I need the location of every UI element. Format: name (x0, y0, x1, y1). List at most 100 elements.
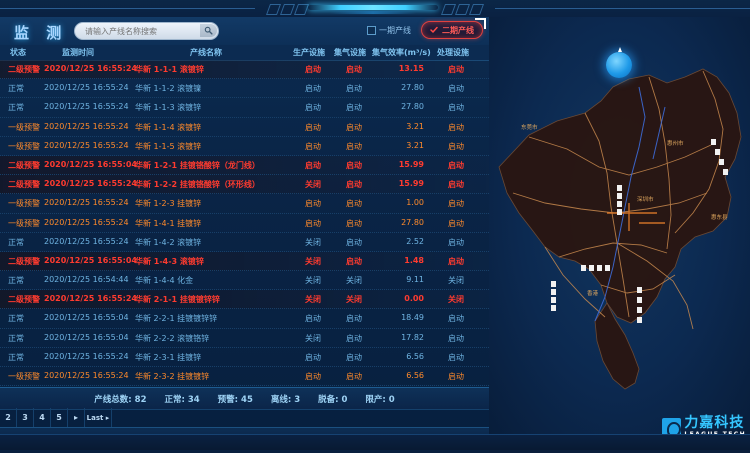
cell-state: 一级预警 (8, 218, 40, 228)
table-row[interactable]: 一级预警 2020/12/25 16:55:24 华新 2-3-2 挂镀镀锌 启动 启动… (0, 367, 489, 387)
cell-efficiency: 27.80 (401, 102, 424, 112)
cell-treatment: 启动 (448, 333, 464, 343)
corner-accent (475, 18, 486, 29)
cell-gas: 启动 (346, 160, 362, 170)
table-row[interactable]: 正常 2020/12/25 16:55:04 华新 2-2-2 滚镀铬锌 关闭 启动 17… (0, 329, 489, 348)
cell-production: 启动 (305, 122, 321, 132)
cell-time: 2020/12/25 16:55:24 (44, 179, 137, 189)
cell-treatment: 启动 (448, 352, 464, 362)
page-button[interactable]: 4 (34, 408, 51, 427)
cell-state: 正常 (8, 352, 24, 362)
cell-time: 2020/12/25 16:55:24 (44, 198, 129, 208)
table-row[interactable]: 二级预警 2020/12/25 16:55:04 华新 1-4-3 滚镀锌 关闭 启动 1… (0, 251, 489, 272)
phase-one-checkbox[interactable]: 一期产线 (367, 25, 411, 36)
table-row[interactable]: 二级预警 2020/12/25 16:55:24 华新 2-1-1 挂镀镀锌锌 关闭 关… (0, 290, 489, 310)
top-dash-6 (468, 4, 485, 15)
table-body[interactable]: 二级预警 2020/12/25 16:55:24 华新 1-1-1 滚镀锌 启动 启动 1… (0, 60, 489, 387)
cell-name: 华新 1-4-2 滚镀锌 (135, 237, 202, 247)
table-row[interactable]: 正常 2020/12/25 16:55:24 华新 1-1-3 滚镀锌 启动 启动 27.… (0, 98, 489, 118)
cell-name: 华新 1-1-4 滚镀锌 (135, 122, 202, 132)
cell-treatment: 关闭 (448, 276, 464, 286)
cell-gas: 启动 (346, 256, 362, 266)
district-box (637, 317, 642, 323)
top-line-left (0, 8, 255, 9)
cell-name: 华新 2-3-2 挂镀镀锌 (135, 372, 210, 381)
cell-production: 启动 (305, 65, 321, 74)
table-row[interactable]: 正常 2020/12/25 16:55:04 华新 2-2-1 挂镀镀锌锌 启动 启动 1… (0, 309, 489, 329)
checkbox-icon[interactable] (367, 26, 376, 35)
table-row[interactable]: 正常 2020/12/25 16:55:24 华新 2-3-1 挂镀锌 启动 启动 6.5… (0, 348, 489, 367)
search-input[interactable] (83, 24, 197, 39)
table-row[interactable]: 正常 2020/12/25 16:54:44 华新 1-4-4 化金 关闭 关闭 9.11… (0, 271, 489, 291)
district-box (637, 297, 642, 303)
cell-treatment: 启动 (448, 160, 464, 170)
region-map[interactable]: 东莞市 惠州市 深圳市 惠东县 香港 (489, 17, 750, 435)
district-box (617, 201, 622, 207)
cell-time: 2020/12/25 16:55:04 (44, 255, 137, 265)
summary-item: 正常: 34 (164, 394, 200, 405)
cell-production: 关闭 (305, 295, 321, 305)
cell-name: 华新 1-2-3 挂镀锌 (135, 199, 202, 209)
map-pin-icon (618, 47, 622, 52)
table-row[interactable]: 二级预警 2020/12/25 16:55:24 华新 1-2-2 挂镀铬酸锌（环形… (0, 175, 489, 195)
search-box[interactable] (74, 22, 219, 40)
cell-treatment: 启动 (448, 180, 464, 190)
top-dash-5 (454, 4, 471, 15)
cell-treatment: 启动 (448, 372, 464, 381)
phase-one-label: 一期产线 (379, 26, 411, 35)
cell-name: 华新 2-2-2 滚镀铬锌 (135, 333, 210, 343)
highlight-marker[interactable] (606, 52, 632, 78)
table-row[interactable]: 二级预警 2020/12/25 16:55:24 华新 1-1-1 滚镀锌 启动 启动 1… (0, 60, 489, 80)
cell-treatment: 启动 (448, 65, 464, 74)
cell-name: 华新 2-2-1 挂镀镀锌锌 (135, 314, 218, 324)
pagination[interactable]: 2 3 4 5 ▸ Last ▸ (0, 408, 489, 427)
cell-time: 2020/12/25 16:55:24 (44, 371, 129, 380)
district-box (617, 209, 622, 215)
cell-state: 一级预警 (8, 141, 40, 151)
cell-production: 启动 (305, 218, 321, 228)
page-title: 监 测 (14, 24, 68, 42)
table-row[interactable]: 正常 2020/12/25 16:55:24 华新 1-4-2 滚镀锌 关闭 启动 2.5… (0, 233, 489, 252)
map-svg (498, 68, 742, 390)
phase-two-toggle[interactable]: 二期产线 (421, 21, 483, 39)
next-page-button[interactable]: ▸ (68, 408, 85, 427)
search-icon (204, 26, 213, 35)
cell-treatment: 启动 (448, 84, 464, 94)
cell-state: 一级预警 (8, 122, 40, 132)
col-header-prod: 生产设施 (293, 48, 325, 57)
cell-time: 2020/12/25 16:55:24 (44, 140, 129, 150)
cell-state: 二级预警 (8, 180, 40, 190)
district-box (551, 305, 556, 311)
table-row[interactable]: 正常 2020/12/25 16:55:24 华新 1-1-2 滚镀镍 启动 启动 27.… (0, 79, 489, 99)
panel-header: 监 测 一期产线 (0, 17, 489, 46)
cell-production: 启动 (305, 314, 321, 324)
cell-state: 二级预警 (8, 256, 40, 266)
cell-efficiency: 17.82 (401, 332, 424, 342)
page-button[interactable]: 3 (17, 408, 34, 427)
table-row[interactable]: 一级预警 2020/12/25 16:55:24 华新 1-4-1 挂镀锌 启动 启动 2… (0, 214, 489, 233)
district-box (551, 289, 556, 295)
cell-efficiency: 15.99 (398, 159, 424, 169)
map-label: 惠州市 (667, 141, 684, 147)
cell-gas: 启动 (346, 314, 362, 324)
cell-state: 二级预警 (8, 160, 40, 170)
search-button[interactable] (200, 24, 217, 37)
page-button[interactable]: 5 (51, 408, 68, 427)
district-box (637, 307, 642, 313)
table-header: 状态 监测时间 产线名称 生产设施 集气设施 集气效率(m³/s) 处理设施 (0, 45, 489, 61)
cell-treatment: 关闭 (448, 295, 464, 305)
cell-production: 启动 (305, 372, 321, 381)
cell-time: 2020/12/25 16:55:04 (44, 332, 129, 342)
cell-time: 2020/12/25 16:55:04 (44, 159, 137, 169)
cell-gas: 启动 (346, 122, 362, 132)
cell-time: 2020/12/25 16:55:24 (44, 351, 129, 361)
last-page-button[interactable]: Last ▸ (85, 408, 112, 427)
col-header-gas: 集气设施 (334, 48, 366, 57)
table-row[interactable]: 一级预警 2020/12/25 16:55:24 华新 1-1-4 滚镀锌 启动 启动 3… (0, 118, 489, 137)
cell-time: 2020/12/25 16:55:24 (44, 294, 137, 304)
page-button[interactable]: 2 (0, 408, 17, 427)
table-row[interactable]: 一级预警 2020/12/25 16:55:24 华新 1-2-3 挂镀锌 启动 启动 1… (0, 194, 489, 214)
table-row[interactable]: 一级预警 2020/12/25 16:55:24 华新 1-1-5 滚镀锌 启动 启动 3… (0, 137, 489, 156)
cell-production: 关闭 (305, 180, 321, 190)
table-row[interactable]: 二级预警 2020/12/25 16:55:04 华新 1-2-1 挂镀铬酸锌（龙门… (0, 155, 489, 176)
